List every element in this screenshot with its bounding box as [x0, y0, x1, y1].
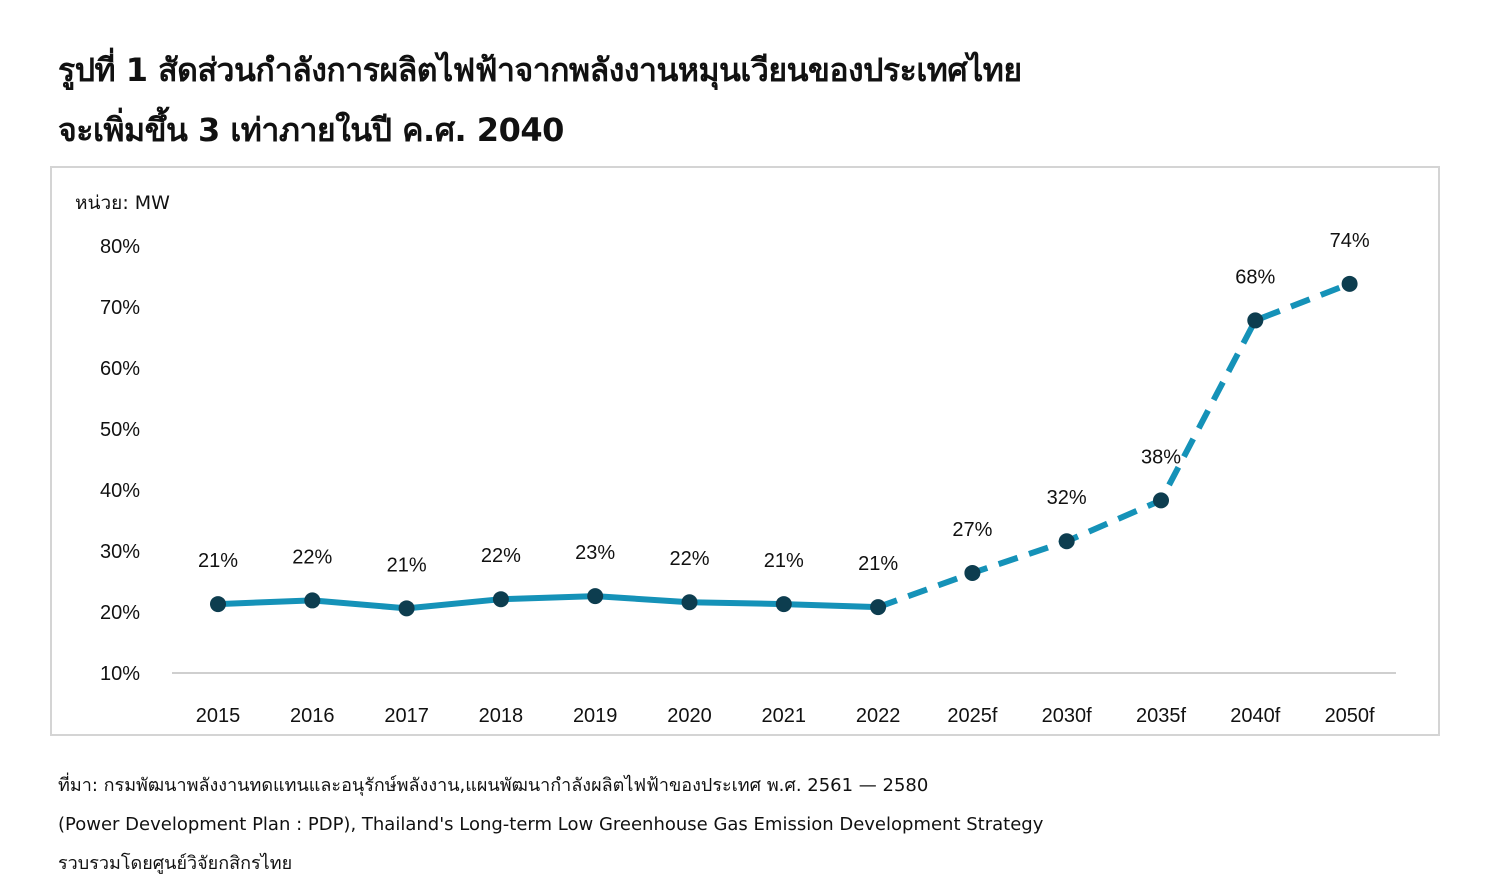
title-line-2: จะเพิ่มขึ้น 3 เท่าภายในปี ค.ศ. 2040: [58, 111, 564, 149]
data-label: 22%: [669, 548, 709, 570]
chart-title: รูปที่ 1 สัดส่วนกำลังการผลิตไฟฟ้าจากพลัง…: [58, 40, 1022, 160]
data-point: [681, 594, 698, 611]
data-point: [1058, 533, 1075, 550]
data-label: 32%: [1047, 487, 1087, 509]
y-tick-label: 50%: [100, 419, 140, 441]
data-point: [587, 588, 604, 605]
data-label: 38%: [1141, 446, 1181, 468]
source-line-3: รวบรวมโดยศูนย์วิจัยกสิกรไทย: [58, 853, 293, 874]
data-point: [1153, 492, 1169, 509]
data-point: [398, 600, 415, 617]
data-point: [964, 564, 981, 581]
x-tick-label: 2025f: [947, 705, 997, 727]
data-label: 27%: [952, 519, 992, 541]
title-line-1: รูปที่ 1 สัดส่วนกำลังการผลิตไฟฟ้าจากพลัง…: [58, 51, 1022, 89]
data-label: 21%: [198, 550, 238, 572]
x-tick-label: 2017: [384, 705, 429, 727]
y-tick-label: 80%: [100, 236, 140, 258]
y-tick-label: 30%: [100, 541, 140, 563]
x-tick-label: 2021: [762, 705, 807, 727]
y-tick-label: 40%: [100, 480, 140, 502]
x-tick-label: 2020: [667, 705, 712, 727]
x-tick-label: 2040f: [1230, 705, 1280, 727]
source-note: ที่มา: กรมพัฒนาพลังงานทดแทนและอนุรักษ์พล…: [58, 766, 1043, 883]
data-label: 21%: [387, 554, 427, 576]
chart-frame: [50, 166, 1440, 736]
unit-label: หน่วย: MW: [75, 192, 170, 214]
x-tick-label: 2018: [479, 705, 524, 727]
y-tick-label: 10%: [100, 663, 140, 685]
data-point: [775, 596, 792, 613]
source-line-1: ที่มา: กรมพัฒนาพลังงานทดแทนและอนุรักษ์พล…: [58, 775, 929, 796]
y-tick-label: 70%: [100, 297, 140, 319]
data-label: 74%: [1330, 230, 1370, 252]
x-tick-label: 2015: [196, 705, 241, 727]
data-label: 23%: [575, 542, 615, 564]
data-point: [870, 599, 887, 616]
data-label: 21%: [764, 550, 804, 572]
data-label: 22%: [481, 545, 521, 567]
data-point: [304, 592, 321, 609]
source-line-2: (Power Development Plan : PDP), Thailand…: [58, 814, 1044, 835]
data-point: [492, 591, 509, 608]
x-tick-label: 2030f: [1042, 705, 1092, 727]
data-point: [1341, 275, 1358, 292]
data-label: 22%: [292, 546, 332, 568]
series-line-forecast: [877, 281, 1351, 610]
data-point: [1247, 312, 1264, 329]
data-point: [210, 596, 226, 613]
y-tick-label: 60%: [100, 358, 140, 380]
y-tick-label: 20%: [100, 602, 140, 624]
x-tick-label: 2019: [573, 705, 618, 727]
x-tick-label: 2035f: [1136, 705, 1186, 727]
x-tick-label: 2050f: [1325, 705, 1375, 727]
data-label: 68%: [1235, 266, 1275, 288]
x-tick-label: 2016: [290, 705, 335, 727]
data-label: 21%: [858, 553, 898, 575]
x-tick-label: 2022: [856, 705, 901, 727]
series-line-actual: [215, 593, 882, 612]
